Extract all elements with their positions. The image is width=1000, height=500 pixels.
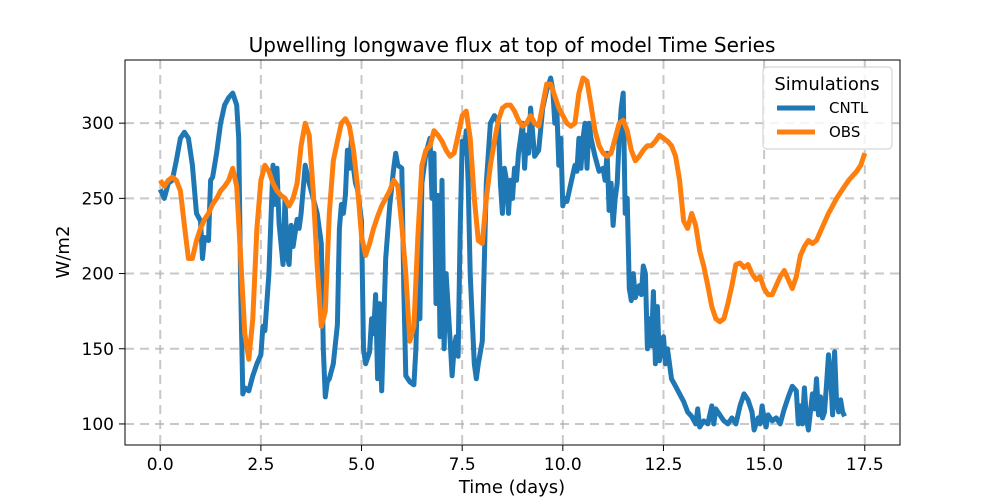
legend: Simulations CNTL OBS xyxy=(762,66,893,150)
series-line-cntl xyxy=(157,75,847,433)
plot-series xyxy=(157,75,868,433)
y-axis: 100 150 200 250 300 xyxy=(82,114,125,435)
legend-label-cntl: CNTL xyxy=(829,99,869,117)
legend-label-obs: OBS xyxy=(829,123,860,141)
y-tick-label: 100 xyxy=(82,415,114,435)
series-line-obs xyxy=(158,75,868,362)
x-tick-label: 5.0 xyxy=(348,455,375,475)
x-tick-label: 2.5 xyxy=(247,455,274,475)
legend-items: CNTL OBS xyxy=(777,99,869,141)
y-axis-label: W/m2 xyxy=(53,226,74,279)
x-axis-label: Time (days) xyxy=(458,477,565,498)
legend-box xyxy=(762,66,893,150)
x-tick-label: 12.5 xyxy=(645,455,683,475)
y-tick-label: 300 xyxy=(82,114,114,134)
chart-title: Upwelling longwave flux at top of model … xyxy=(249,33,776,57)
y-tick-label: 150 xyxy=(82,340,114,360)
x-tick-label: 7.5 xyxy=(449,455,476,475)
y-tick-label: 250 xyxy=(82,189,114,209)
x-tick-label: 17.5 xyxy=(846,455,884,475)
plot-frame xyxy=(124,59,901,446)
y-tick-label: 200 xyxy=(82,265,114,285)
x-axis: 0.0 2.5 5.0 7.5 10.0 12.5 15.0 17.5 xyxy=(147,445,884,475)
x-tick-label: 15.0 xyxy=(745,455,783,475)
x-tick-label: 0.0 xyxy=(147,455,174,475)
legend-title: Simulations xyxy=(774,74,879,95)
x-tick-label: 10.0 xyxy=(544,455,582,475)
